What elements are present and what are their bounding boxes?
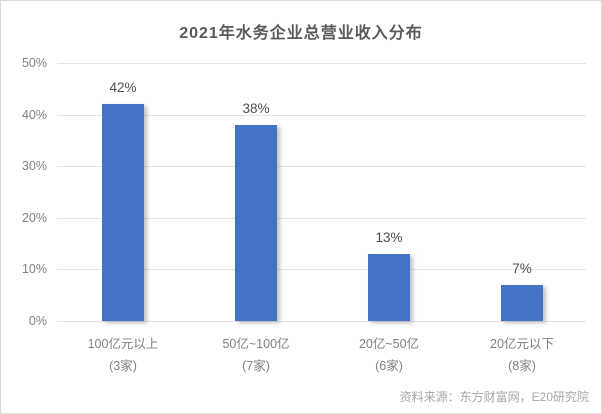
bar-value-label: 13% bbox=[375, 229, 403, 245]
bar-value-label: 7% bbox=[512, 260, 532, 276]
gridline-30 bbox=[57, 166, 586, 168]
chart-title: 2021年水务企业总营业收入分布 bbox=[179, 25, 423, 42]
gridline-50 bbox=[57, 63, 586, 64]
source-note: 资料来源：东方财富网，E20研究院 bbox=[399, 390, 589, 404]
gridline-20 bbox=[57, 217, 586, 219]
bar-50亿~100亿 bbox=[235, 124, 277, 321]
x-category-name: 50亿~100亿 bbox=[222, 337, 290, 351]
x-category-name: 100亿元以上 bbox=[87, 337, 159, 351]
bar-value-label: 42% bbox=[109, 80, 137, 96]
y-tick-label: 30% bbox=[21, 159, 47, 174]
x-category-label: 20亿~50亿 (6家) bbox=[319, 333, 459, 377]
bar-20亿元以下 bbox=[501, 284, 543, 321]
y-tick-label: 50% bbox=[21, 56, 47, 70]
x-category-label: 50亿~100亿 (7家) bbox=[186, 333, 326, 377]
gridline-40 bbox=[57, 114, 586, 116]
x-category-count: (6家) bbox=[375, 359, 403, 373]
x-category-count: (7家) bbox=[242, 359, 270, 373]
gridline-10 bbox=[57, 269, 586, 271]
y-tick-label: 40% bbox=[21, 107, 47, 122]
y-tick-label: 10% bbox=[21, 262, 47, 277]
x-category-count: (8家) bbox=[508, 359, 536, 373]
gridline-0 bbox=[57, 321, 586, 322]
y-tick-label: 0% bbox=[28, 314, 47, 328]
y-tick-label: 20% bbox=[21, 210, 47, 225]
x-category-name: 20亿~50亿 bbox=[358, 337, 420, 351]
bar-value-label: 38% bbox=[242, 100, 270, 116]
x-category-label: 100亿元以上 (3家) bbox=[53, 333, 193, 377]
x-category-count: (3家) bbox=[109, 359, 137, 373]
bar-100亿元以上 bbox=[102, 104, 144, 321]
x-category-name: 20亿元以下 bbox=[490, 337, 554, 351]
x-category-label: 20亿元以下 (8家) bbox=[452, 333, 592, 377]
bar-20亿~50亿 bbox=[368, 253, 410, 321]
